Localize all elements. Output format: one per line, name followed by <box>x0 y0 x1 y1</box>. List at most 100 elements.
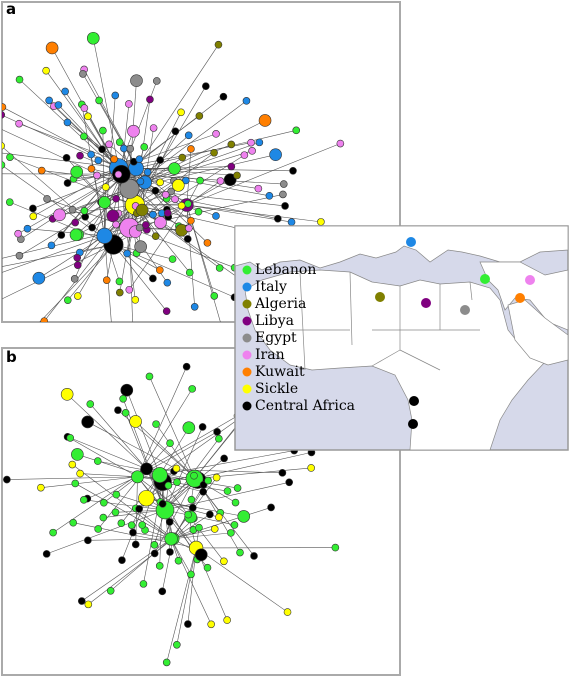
haplotype <box>182 421 196 435</box>
haplotype <box>203 239 212 247</box>
haplotype <box>150 549 159 558</box>
haplotype <box>138 521 146 529</box>
haplotype <box>184 510 192 519</box>
edge <box>154 478 195 554</box>
haplotype <box>14 229 22 238</box>
edge <box>113 244 167 312</box>
haplotype <box>86 31 100 45</box>
haplotype <box>215 513 223 522</box>
haplotype <box>190 302 199 311</box>
site <box>406 237 416 247</box>
haplotype <box>285 478 293 487</box>
haplotype <box>81 415 94 429</box>
haplotype <box>168 162 181 175</box>
haplotype <box>289 166 297 175</box>
haplotype <box>61 87 69 96</box>
haplotype <box>84 536 92 545</box>
haplotype <box>32 271 46 285</box>
haplotype <box>198 423 207 431</box>
legend-swatch <box>242 316 252 326</box>
haplotype <box>331 543 340 552</box>
edge <box>6 476 138 480</box>
haplotype <box>203 563 212 572</box>
haplotype <box>222 335 229 342</box>
haplotype <box>70 165 84 179</box>
haplotype <box>71 479 80 488</box>
edge <box>110 538 172 592</box>
haplotype <box>177 108 185 117</box>
haplotype <box>131 470 144 484</box>
borders <box>290 271 480 371</box>
haplotype <box>87 150 95 159</box>
haplotype <box>166 548 174 556</box>
haplotype <box>135 223 144 232</box>
edge <box>104 235 112 322</box>
panel-label: a <box>6 0 16 18</box>
haplotype <box>258 114 272 127</box>
edge <box>159 481 164 566</box>
edge <box>186 180 221 206</box>
haplotype <box>114 170 123 179</box>
haplotype <box>125 285 134 294</box>
edge <box>195 547 288 613</box>
legend-label: Algeria <box>254 296 306 312</box>
haplotype <box>187 216 195 225</box>
haplotype <box>281 202 289 210</box>
haplotype <box>212 473 221 482</box>
arabia <box>507 299 568 366</box>
site <box>421 298 431 308</box>
haplotype <box>215 264 224 272</box>
haplotype <box>223 487 232 495</box>
haplotype <box>76 151 84 160</box>
haplotype <box>158 587 167 596</box>
haplotype <box>2 161 6 169</box>
haplotype <box>84 600 93 609</box>
edge <box>186 204 221 322</box>
haplotype <box>278 469 287 477</box>
haplotype <box>102 276 111 284</box>
edge <box>129 80 137 170</box>
haplotype <box>69 518 78 527</box>
haplotype <box>6 153 14 161</box>
haplotype <box>158 499 167 508</box>
haplotype <box>131 296 140 304</box>
edge <box>159 416 243 476</box>
haplotype <box>171 127 180 136</box>
haplotype <box>2 111 6 119</box>
legend-swatch <box>242 265 252 275</box>
haplotype <box>105 140 113 149</box>
legend-swatch <box>242 333 252 343</box>
edge <box>134 204 190 273</box>
haplotype <box>73 253 82 262</box>
haplotype <box>219 92 228 101</box>
haplotype <box>210 525 219 533</box>
haplotype <box>155 562 164 570</box>
haplotype <box>110 155 118 163</box>
haplotype <box>227 529 235 537</box>
edge <box>75 188 130 236</box>
haplotype <box>212 212 220 220</box>
legend-label: Kuwait <box>255 364 305 380</box>
haplotype <box>73 292 82 300</box>
haplotype <box>172 179 185 192</box>
haplotype <box>135 155 144 163</box>
haplotype <box>178 153 187 162</box>
haplotype <box>151 186 160 195</box>
haplotype <box>131 540 140 549</box>
haplotype <box>151 467 168 483</box>
haplotype <box>168 255 177 263</box>
edge <box>2 164 114 245</box>
site <box>408 419 418 429</box>
edge <box>166 547 197 663</box>
edge <box>144 142 260 183</box>
haplotype <box>163 209 172 217</box>
haplotype <box>187 495 196 504</box>
haplotype <box>2 103 7 111</box>
haplotype <box>173 640 181 649</box>
haplotype <box>129 528 137 537</box>
edge <box>186 204 321 223</box>
haplotype <box>112 220 120 229</box>
haplotype <box>166 439 174 447</box>
edge <box>146 415 238 470</box>
site <box>525 275 535 285</box>
